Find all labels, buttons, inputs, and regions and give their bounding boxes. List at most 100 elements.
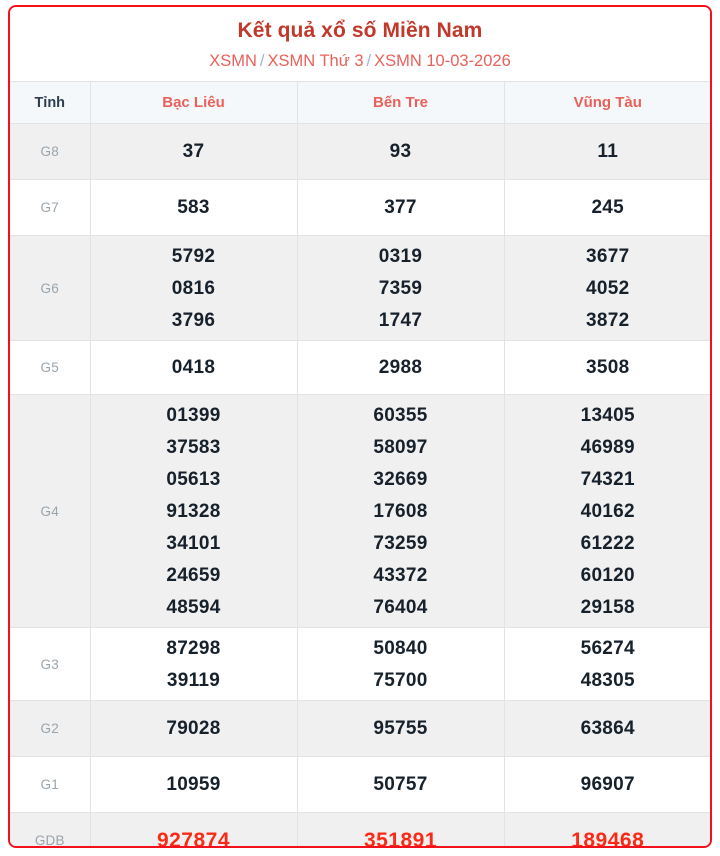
lottery-number: 377	[384, 197, 417, 219]
table-row: G1 10959 50757 96907	[10, 756, 710, 813]
lottery-number: 75700	[373, 669, 428, 691]
lottery-number: 3872	[586, 309, 630, 331]
prize-numbers-g6-ben-tre: 0319 7359 1747	[297, 235, 505, 341]
column-header-province-label: Tỉnh	[10, 81, 91, 124]
lottery-number: 4052	[586, 277, 630, 299]
prize-label-g5: G5	[10, 340, 91, 395]
lottery-number: 46989	[580, 436, 635, 458]
prize-label-g1: G1	[10, 756, 91, 813]
prize-numbers-g2-bac-lieu: 79028	[90, 700, 298, 757]
prize-numbers-g5-vung-tau: 3508	[504, 340, 710, 395]
column-header-vung-tau[interactable]: Vũng Tàu	[504, 81, 710, 124]
prize-numbers-g2-ben-tre: 95755	[297, 700, 505, 757]
lottery-number: 95755	[373, 718, 428, 740]
breadcrumb-separator: /	[366, 52, 372, 71]
prize-label-g7: G7	[10, 179, 91, 236]
lottery-number: 3677	[586, 245, 630, 267]
table-header: Tỉnh Bạc Liêu Bến Tre Vũng Tàu	[10, 81, 710, 124]
lottery-number: 11	[597, 141, 619, 163]
prize-numbers-g6-vung-tau: 3677 4052 3872	[504, 235, 710, 341]
prize-numbers-gdb-vung-tau: 189468	[504, 812, 710, 848]
lottery-number: 3796	[171, 309, 216, 331]
breadcrumb: XSMN / XSMN Thứ 3/XSMN 10-03-2026	[10, 52, 710, 72]
lottery-number: 50840	[373, 637, 428, 659]
prize-numbers-g6-bac-lieu: 5792 0816 3796	[90, 235, 298, 341]
lottery-number: 01399	[166, 404, 221, 426]
lottery-number: 96907	[580, 774, 635, 796]
table-row: G8 37 93 11	[10, 123, 710, 180]
lottery-number: 58097	[373, 436, 428, 458]
lottery-number: 56274	[580, 637, 635, 659]
table-row: G2 79028 95755 63864	[10, 700, 710, 757]
lottery-number: 73259	[373, 532, 428, 554]
lottery-number: 583	[177, 197, 210, 219]
lottery-number: 5792	[171, 245, 216, 267]
lottery-number: 48594	[166, 596, 221, 618]
lottery-number: 93	[389, 141, 412, 163]
lottery-number: 24659	[166, 564, 221, 586]
lottery-number: 91328	[166, 500, 221, 522]
breadcrumb-item-weekday[interactable]: XSMN Thứ 3	[267, 52, 364, 71]
prize-numbers-g8-bac-lieu: 37	[90, 123, 298, 180]
lottery-number: 79028	[166, 718, 221, 740]
lottery-number: 17608	[373, 500, 428, 522]
lottery-number: 48305	[580, 669, 635, 691]
prize-numbers-g3-bac-lieu: 87298 39119	[90, 627, 298, 701]
lottery-number: 32669	[373, 468, 428, 490]
lottery-number: 05613	[166, 468, 221, 490]
table-row: G5 0418 2988 3508	[10, 340, 710, 395]
lottery-number: 10959	[166, 774, 221, 796]
prize-numbers-g2-vung-tau: 63864	[504, 700, 710, 757]
lottery-number: 245	[591, 197, 625, 219]
lottery-result-card: Kết quả xổ số Miền Nam XSMN / XSMN Thứ 3/X…	[8, 5, 712, 848]
prize-numbers-g7-ben-tre: 377	[297, 179, 505, 236]
lottery-number: 50757	[373, 774, 428, 796]
prize-label-g6: G6	[10, 235, 91, 341]
lottery-number: 0418	[171, 357, 216, 379]
prize-numbers-g7-vung-tau: 245	[504, 179, 710, 236]
lottery-number: 927874	[156, 829, 231, 848]
lottery-number: 7359	[378, 277, 423, 299]
prize-numbers-g1-ben-tre: 50757	[297, 756, 505, 813]
table-row: G4 01399 37583 05613 91328 34101 24659 48594 603…	[10, 394, 710, 628]
breadcrumb-separator: /	[259, 52, 265, 71]
prize-numbers-g4-bac-lieu: 01399 37583 05613 91328 34101 24659 48594	[90, 394, 298, 628]
lottery-number: 13405	[580, 404, 635, 426]
prize-numbers-g3-ben-tre: 50840 75700	[297, 627, 505, 701]
lottery-number: 60120	[580, 564, 635, 586]
prize-label-g4: G4	[10, 394, 91, 628]
lottery-number: 61222	[580, 532, 635, 554]
lottery-number: 34101	[166, 532, 221, 554]
prize-numbers-g1-vung-tau: 96907	[504, 756, 710, 813]
prize-label-g3: G3	[10, 627, 91, 701]
prize-numbers-g8-ben-tre: 93	[297, 123, 505, 180]
table-header-row: Tỉnh Bạc Liêu Bến Tre Vũng Tàu	[10, 81, 710, 124]
column-header-ben-tre[interactable]: Bến Tre	[297, 81, 505, 124]
table-body: G8 37 93 11 G7 583 377 245 G6 5792 0816 3796 0319 735…	[10, 123, 710, 848]
lottery-number: 87298	[166, 637, 221, 659]
breadcrumb-item-region[interactable]: XSMN	[209, 52, 257, 71]
lottery-number: 37	[182, 141, 205, 163]
lottery-number: 0816	[171, 277, 216, 299]
lottery-number: 3508	[586, 357, 630, 379]
prize-label-g2: G2	[10, 700, 91, 757]
prize-numbers-g4-ben-tre: 60355 58097 32669 17608 73259 43372 76404	[297, 394, 505, 628]
lottery-number: 189468	[571, 829, 645, 848]
prize-label-gdb: GDB	[10, 812, 91, 846]
lottery-number: 37583	[166, 436, 221, 458]
page-title: Kết quả xổ số Miền Nam	[237, 19, 483, 42]
lottery-number: 43372	[373, 564, 428, 586]
column-header-bac-lieu[interactable]: Bạc Liêu	[90, 81, 298, 124]
lottery-number: 39119	[166, 669, 221, 691]
prize-numbers-g8-vung-tau: 11	[504, 123, 710, 180]
lottery-number: 29158	[580, 596, 635, 618]
prize-numbers-gdb-bac-lieu: 927874	[90, 812, 298, 848]
breadcrumb-item-date[interactable]: XSMN 10-03-2026	[374, 52, 511, 71]
table-row: GDB 927874 351891 189468	[10, 812, 710, 848]
lottery-number: 351891	[363, 829, 438, 848]
table-row: G6 5792 0816 3796 0319 7359 1747 3677 4052 3872	[10, 235, 710, 341]
prize-numbers-g5-bac-lieu: 0418	[90, 340, 298, 395]
table-row: G3 87298 39119 50840 75700 56274 48305	[10, 627, 710, 701]
prize-label-g8: G8	[10, 123, 91, 180]
lottery-number: 76404	[373, 596, 428, 618]
